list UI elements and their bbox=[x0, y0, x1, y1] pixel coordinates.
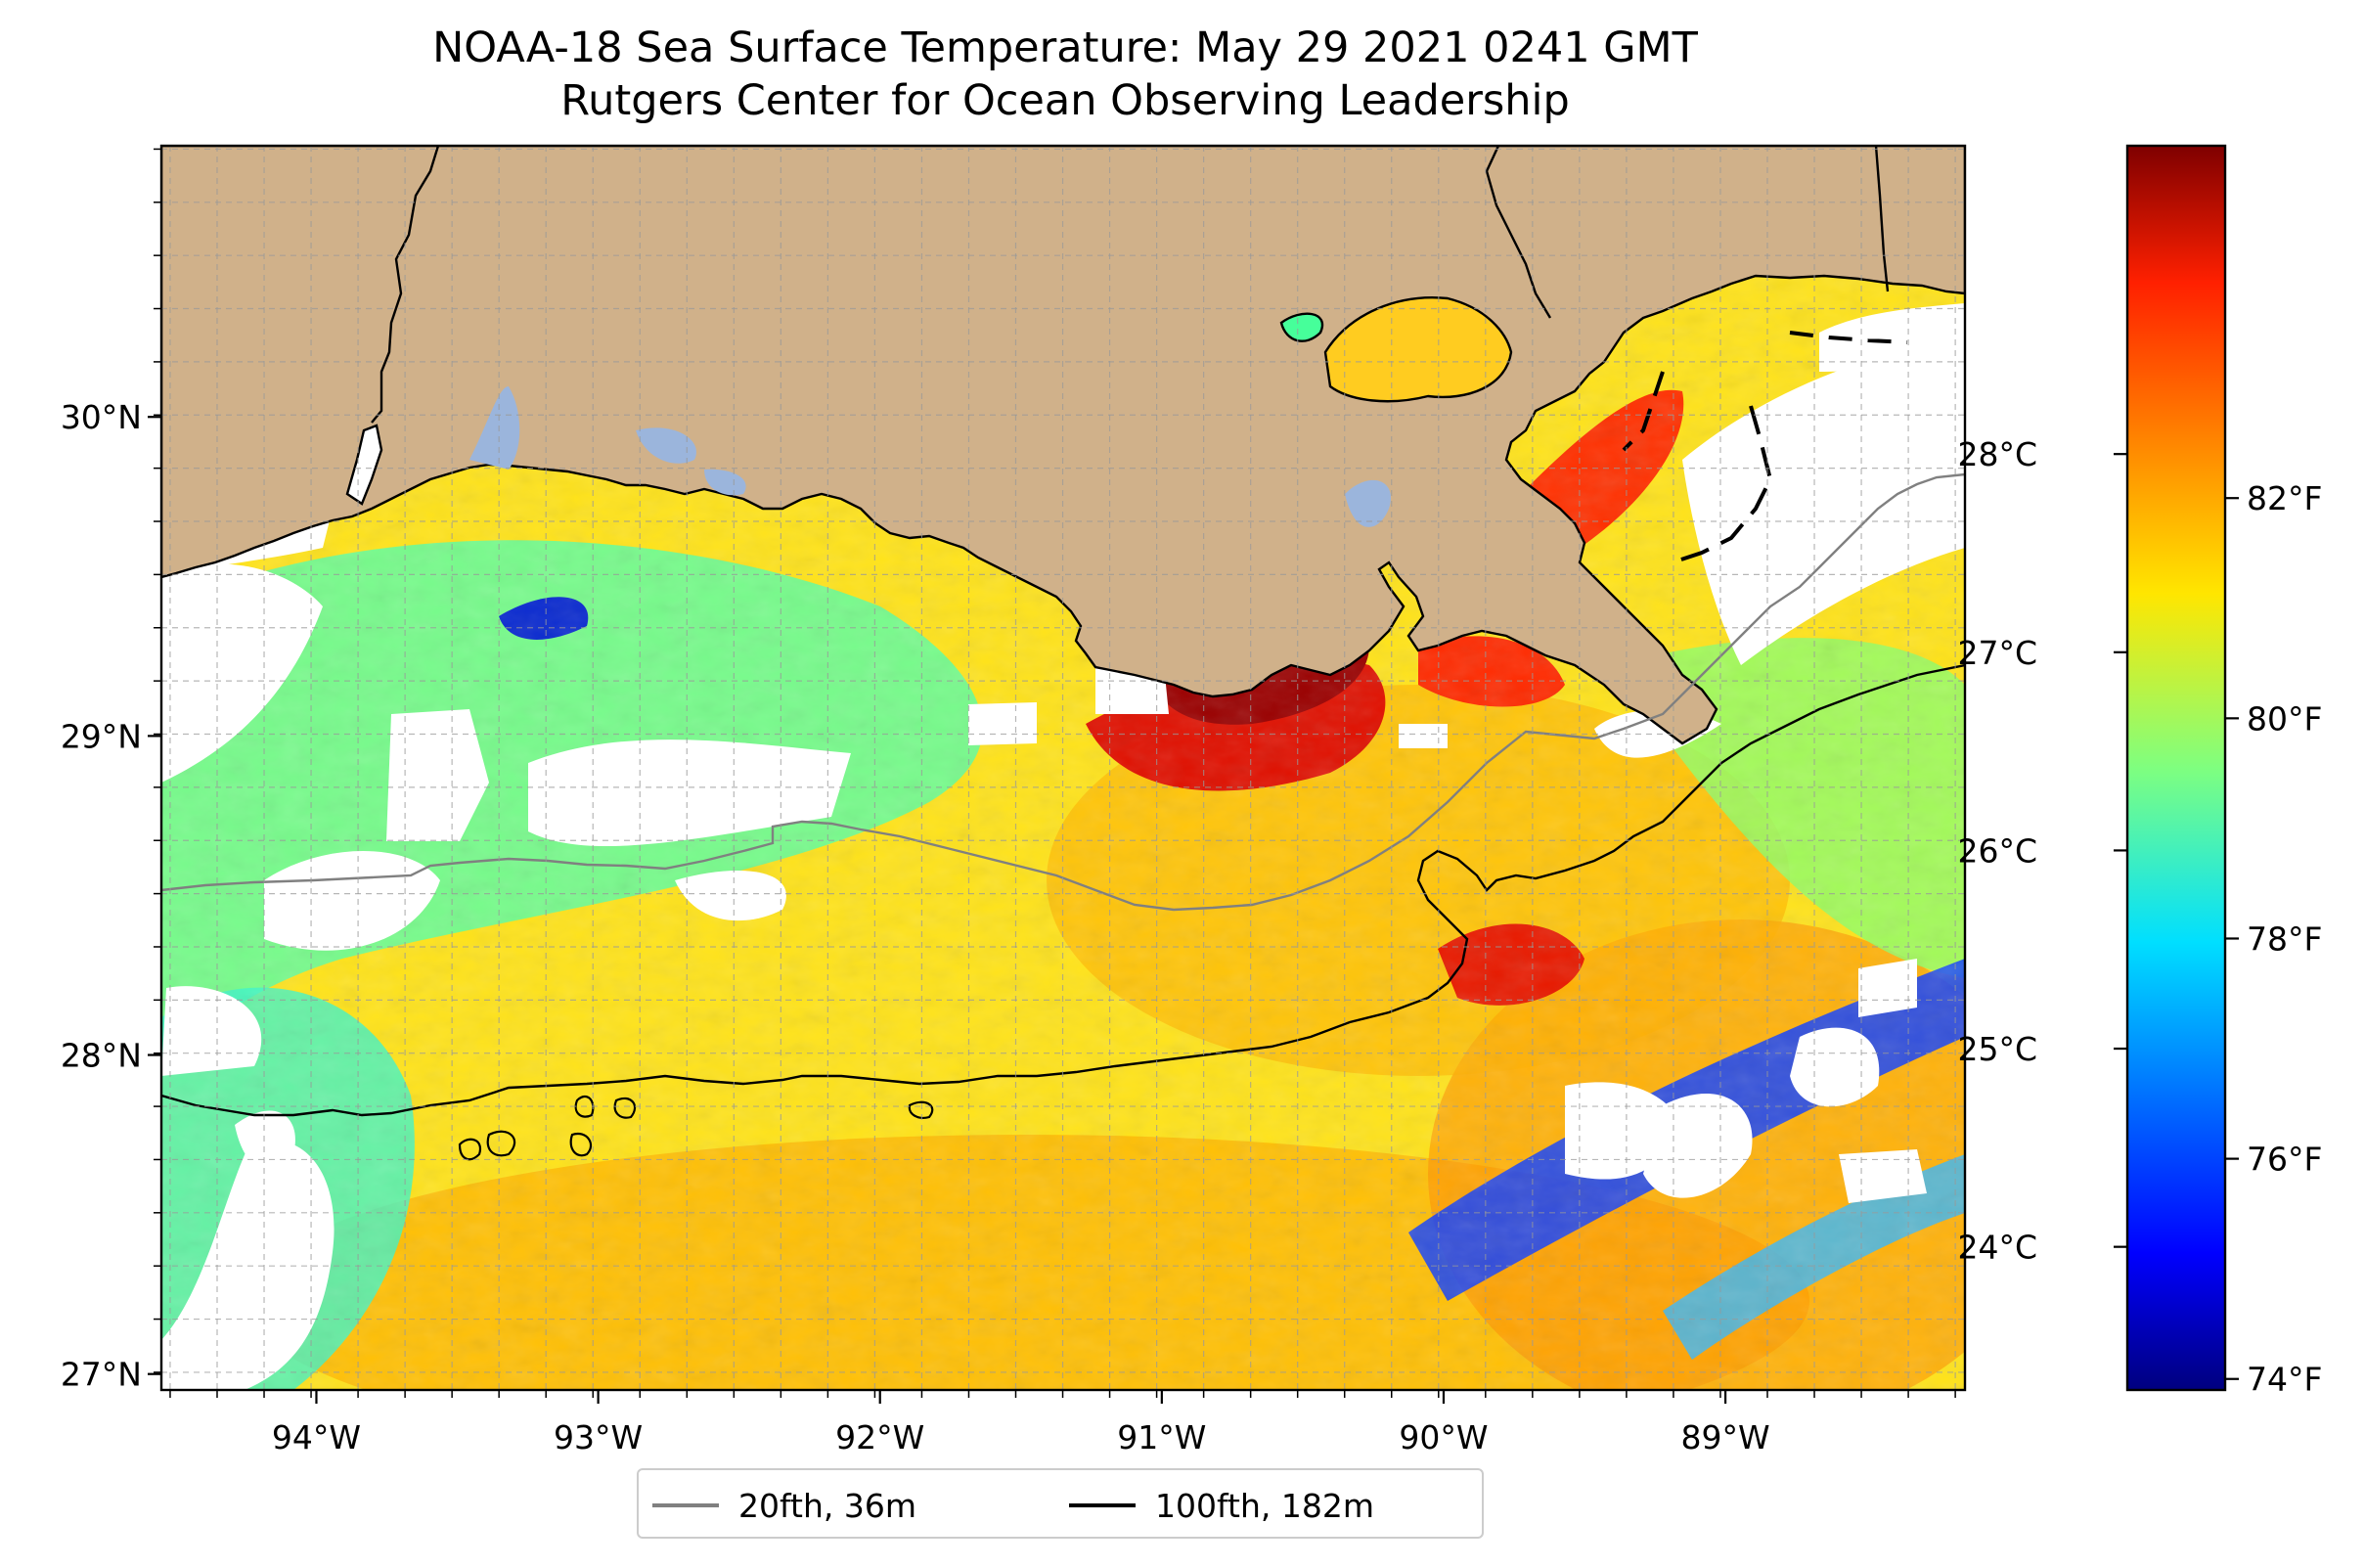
chenier-outline bbox=[1672, 405, 1773, 564]
isobath-bank bbox=[569, 1132, 593, 1157]
isobath-bank bbox=[458, 1138, 482, 1161]
colorbar-f-label: 74°F bbox=[2247, 1361, 2322, 1399]
map-subtitle: Rutgers Center for Ocean Observing Leade… bbox=[560, 76, 1570, 125]
legend-swatch-100fth bbox=[1069, 1503, 1136, 1507]
legend-item-20fth: 20fth, 36m bbox=[652, 1482, 916, 1529]
inland-lake bbox=[636, 427, 696, 464]
chenier-outline bbox=[1622, 371, 1665, 452]
inland-lake bbox=[1345, 479, 1391, 527]
cloud-mask bbox=[235, 1110, 295, 1171]
graticule bbox=[161, 146, 1965, 1390]
lake-pontchartrain bbox=[1323, 296, 1513, 403]
cloud-mask bbox=[1399, 724, 1448, 748]
lake-pontchartrain bbox=[1279, 312, 1324, 342]
inland-lake bbox=[704, 469, 746, 496]
river-border bbox=[371, 146, 440, 424]
cloud-mask bbox=[1790, 1027, 1880, 1107]
legend-swatch-20fth bbox=[652, 1503, 719, 1507]
lon-tick-label: 92°W bbox=[835, 1418, 924, 1456]
map-title: NOAA-18 Sea Surface Temperature: May 29 … bbox=[432, 23, 1698, 72]
cloud-mask bbox=[1682, 342, 1965, 665]
cloud-mask bbox=[1819, 303, 1965, 372]
legend-item-100fth: 100fth, 182m bbox=[1069, 1482, 1374, 1529]
colorbar-c-label: 25°C bbox=[1957, 1030, 2037, 1068]
colorbar-f-label: 82°F bbox=[2247, 479, 2322, 517]
map-axes: 94°W 93°W 92°W 91°W 90°W 89°W 27°N 28°N 29°N 30°N bbox=[61, 148, 1956, 1456]
river-border bbox=[1485, 146, 1552, 319]
inland-lake bbox=[469, 386, 520, 470]
map-area bbox=[161, 146, 1965, 1390]
legend-label-100fth: 100fth, 182m bbox=[1155, 1486, 1374, 1525]
colorbar-frame bbox=[2125, 144, 2227, 1392]
colorbar-axes: 74°F 76°F 78°F 80°F 82°F 24°C 25°C 26°C 27°C 28°C bbox=[1957, 435, 2322, 1399]
colorbar-gradient bbox=[2127, 146, 2225, 1390]
isobath-100fth bbox=[161, 663, 1965, 1117]
cloud-mask bbox=[968, 702, 1037, 745]
isobath-bank bbox=[486, 1130, 516, 1157]
cloud-mask bbox=[386, 709, 489, 841]
isobath-bank-group bbox=[458, 1095, 934, 1161]
cloud-mask bbox=[161, 1140, 335, 1390]
cloud-mask bbox=[675, 871, 786, 921]
cloud-mask bbox=[1643, 1094, 1753, 1198]
lon-tick-label: 94°W bbox=[272, 1418, 361, 1456]
colorbar-f-label: 78°F bbox=[2247, 919, 2322, 958]
isobath-legend: 20fth, 36m 100fth, 182m bbox=[637, 1468, 1484, 1539]
colorbar-f-label: 76°F bbox=[2247, 1141, 2322, 1179]
lon-tick-label: 89°W bbox=[1681, 1418, 1770, 1456]
colorbar-c-label: 24°C bbox=[1957, 1229, 2037, 1267]
isobath-bank bbox=[574, 1095, 595, 1118]
sabine-lake bbox=[345, 424, 383, 506]
lat-tick-label: 29°N bbox=[61, 717, 142, 755]
isobath-bank bbox=[613, 1097, 637, 1119]
lon-tick-label: 93°W bbox=[554, 1418, 643, 1456]
lat-tick-label: 27°N bbox=[61, 1356, 142, 1394]
lat-tick-label: 30°N bbox=[61, 398, 142, 436]
cloud-mask bbox=[161, 563, 323, 783]
cloud-mask bbox=[528, 739, 851, 847]
colorbar-c-label: 28°C bbox=[1957, 435, 2037, 473]
isobath-bank bbox=[908, 1100, 934, 1119]
colorbar-f-label: 80°F bbox=[2247, 699, 2322, 738]
colorbar-c-label: 26°C bbox=[1957, 831, 2037, 870]
lon-tick-label: 90°W bbox=[1399, 1418, 1488, 1456]
lat-tick-label: 28°N bbox=[61, 1037, 142, 1075]
lon-tick-label: 91°W bbox=[1117, 1418, 1206, 1456]
cloud-mask bbox=[1858, 959, 1917, 1017]
chenier-outline bbox=[1789, 331, 1908, 344]
legend-label-20fth: 20fth, 36m bbox=[738, 1486, 916, 1525]
colorbar-c-label: 27°C bbox=[1957, 634, 2037, 672]
river-border bbox=[1874, 146, 1890, 292]
